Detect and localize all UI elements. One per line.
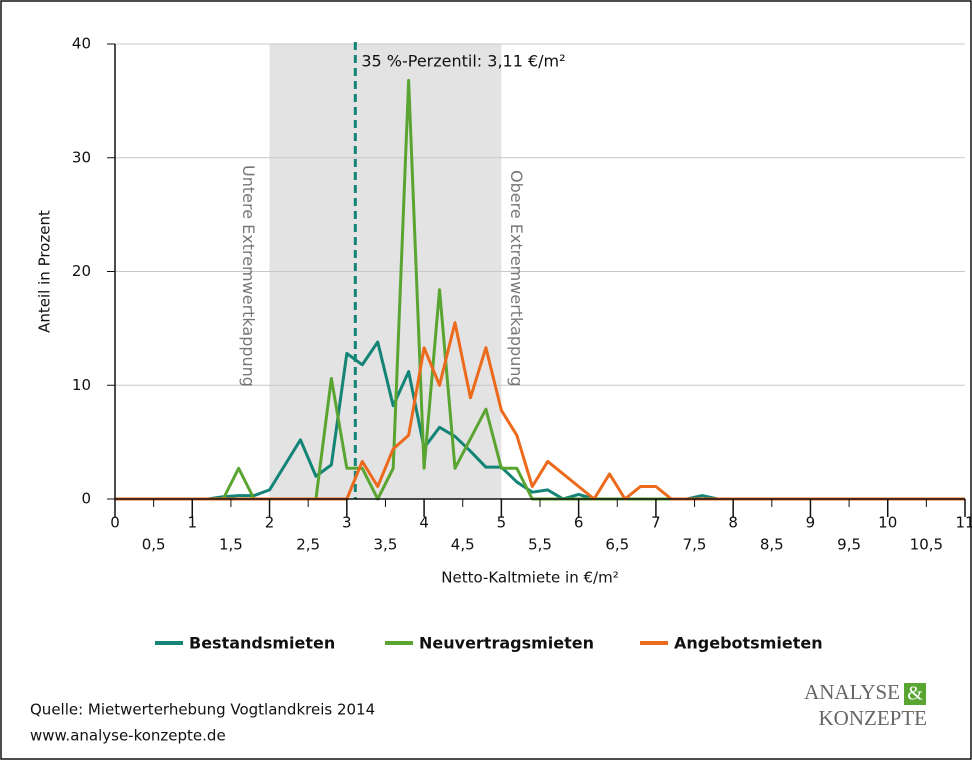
y-tick-label: 10	[72, 376, 91, 394]
legend-label: Angebotsmieten	[674, 634, 823, 653]
x-tick-label: 6,5	[605, 536, 629, 554]
x-tick-label: 9	[806, 514, 816, 532]
x-tick-label: 0	[110, 514, 120, 532]
source: Quelle: Mietwerterhebung Vogtlandkreis 2…	[30, 701, 375, 719]
x-axis-label: Netto-Kaltmiete in €/m²	[441, 569, 618, 587]
annotation: Obere Extremwertkappung	[507, 170, 526, 387]
x-tick-label: 5,5	[528, 536, 552, 554]
logo: ANALYSE	[804, 680, 900, 704]
x-tick-label: 4	[419, 514, 429, 532]
x-tick-label: 11	[955, 514, 972, 532]
x-tick-label: 5	[497, 514, 507, 532]
x-tick-label: 7	[651, 514, 661, 532]
x-tick-label: 9,5	[837, 536, 861, 554]
annotation: Untere Extremwertkappung	[239, 165, 258, 387]
y-tick-label: 20	[72, 262, 91, 280]
source: www.analyse-konzepte.de	[30, 727, 226, 745]
x-tick-label: 8	[728, 514, 738, 532]
x-tick-label: 10	[878, 514, 897, 532]
legend-label: Bestandsmieten	[189, 634, 335, 653]
x-tick-label: 1,5	[219, 536, 243, 554]
x-tick-label: 6	[574, 514, 584, 532]
x-tick-label: 2	[265, 514, 275, 532]
y-axis-label: Anteil in Prozent	[36, 210, 54, 333]
x-tick-label: 2,5	[296, 536, 320, 554]
y-tick-label: 30	[72, 148, 91, 166]
logo-box	[904, 683, 926, 705]
x-tick-label: 4,5	[451, 536, 475, 554]
logo: &	[907, 683, 923, 705]
legend-label: Neuvertragsmieten	[419, 634, 594, 653]
x-tick-label: 1	[187, 514, 197, 532]
y-tick-label: 40	[72, 35, 91, 53]
logo: KONZEPTE	[819, 706, 928, 730]
y-tick-label: 0	[81, 490, 91, 508]
x-tick-label: 7,5	[683, 536, 707, 554]
x-tick-label: 10,5	[910, 536, 943, 554]
x-tick-label: 3,5	[374, 536, 398, 554]
x-tick-label: 3	[342, 514, 352, 532]
x-tick-label: 8,5	[760, 536, 784, 554]
x-tick-label: 0,5	[142, 536, 166, 554]
annotation: 35 %-Perzentil: 3,11 €/m²	[361, 52, 565, 71]
